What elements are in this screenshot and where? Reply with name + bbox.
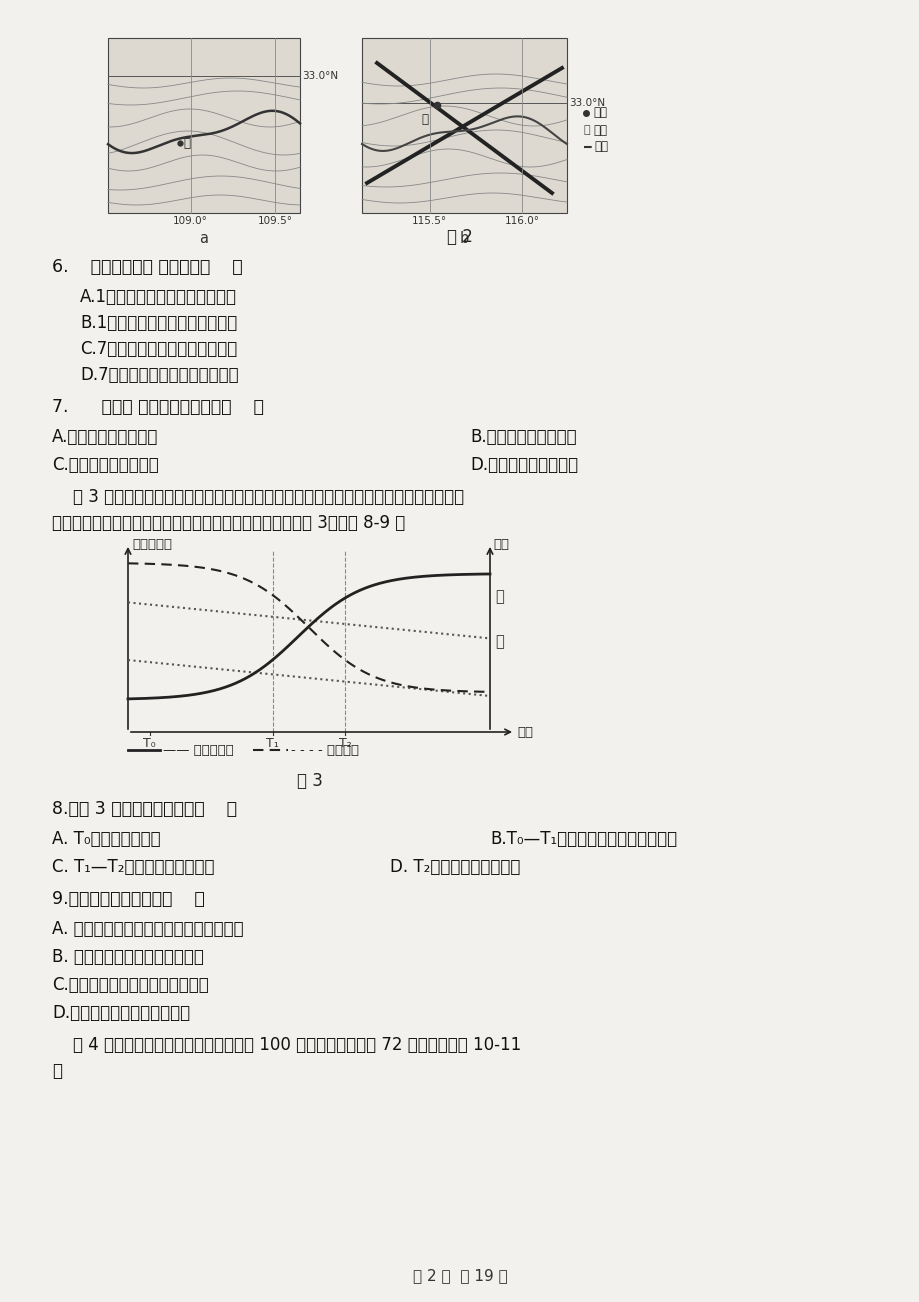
Text: ～: ～: [584, 125, 590, 135]
Text: A. T₀年工业基础雄厚: A. T₀年工业基础雄厚: [52, 829, 161, 848]
Text: 题: 题: [52, 1062, 62, 1079]
Text: 工资: 工资: [493, 538, 508, 551]
Text: 剩余劳动力: 剩余劳动力: [131, 538, 172, 551]
Text: D.汾河谷地，松嫩平原: D.汾河谷地，松嫩平原: [470, 456, 577, 474]
Text: 乙: 乙: [494, 590, 504, 604]
Text: 109.5°: 109.5°: [257, 216, 292, 227]
Text: C.汗水谷地，黄淦平原: C.汗水谷地，黄淦平原: [52, 456, 159, 474]
Text: 图 3: 图 3: [297, 772, 323, 790]
Text: —— 剩余劳动力: —— 剩余劳动力: [163, 743, 233, 756]
Text: T₁: T₁: [267, 737, 278, 750]
Text: a: a: [199, 230, 209, 246]
Text: 河流: 河流: [593, 124, 607, 137]
Text: B.江汉平原，山东丘陵: B.江汉平原，山东丘陵: [470, 428, 576, 447]
Text: C.7月平均气温甲城市高于乙城市: C.7月平均气温甲城市高于乙城市: [80, 340, 237, 358]
Text: D. T₂年以后工业生产衰退: D. T₂年以后工业生产衰退: [390, 858, 520, 876]
Text: 116.0°: 116.0°: [504, 216, 539, 227]
Text: 115.5°: 115.5°: [412, 216, 447, 227]
Text: 6.    根据图是信息 可以推断（    ）: 6. 根据图是信息 可以推断（ ）: [52, 258, 243, 276]
Text: 图 4 示意某小区域地形，图中等高距为 100 米，瀑布的落差为 72 米，据此完成 10-11: 图 4 示意某小区域地形，图中等高距为 100 米，瀑布的落差为 72 米，据此…: [52, 1036, 521, 1055]
Text: 乙: 乙: [421, 113, 427, 126]
Text: 图 2: 图 2: [447, 228, 472, 246]
Text: 在该区域维持最低经济效益所能支付人均工资的变化，读图 3，完成 8-9 题: 在该区域维持最低经济效益所能支付人均工资的变化，读图 3，完成 8-9 题: [52, 514, 404, 533]
Text: 图 3 表示某区域在一定时期内剩余劳动力数量，人均工资的变化，以及甲、乙两类企业: 图 3 表示某区域在一定时期内剩余劳动力数量，人均工资的变化，以及甲、乙两类企业: [52, 488, 463, 506]
Text: 第 2 页  共 19 页: 第 2 页 共 19 页: [413, 1268, 506, 1282]
Text: b: b: [460, 230, 469, 246]
Bar: [108, 38, 300, 214]
Text: 8.由图 3 可以推断，该区域（    ）: 8.由图 3 可以推断，该区域（ ）: [52, 799, 237, 818]
Text: C. T₁—T₂年经历产业结构调整: C. T₁—T₂年经历产业结构调整: [52, 858, 214, 876]
Text: 33.0°N: 33.0°N: [301, 72, 338, 81]
Text: A. 甲类企业在该区域维持发展的时间更长: A. 甲类企业在该区域维持发展的时间更长: [52, 921, 244, 937]
Text: 甲: 甲: [183, 137, 190, 150]
Text: 城市: 城市: [593, 107, 607, 120]
Text: A.关中平原，浙闽丘陵: A.关中平原，浙闽丘陵: [52, 428, 158, 447]
Text: 铁路: 铁路: [594, 141, 607, 154]
Bar: [361, 38, 566, 214]
Text: 9.甲、乙两类企业相比（    ）: 9.甲、乙两类企业相比（ ）: [52, 891, 205, 907]
Text: C.乙类企业进入该区域的时间更早: C.乙类企业进入该区域的时间更早: [52, 976, 209, 993]
Text: 7.      图中甲 乙两城市分别位于（    ）: 7. 图中甲 乙两城市分别位于（ ）: [52, 398, 264, 417]
Text: 甲: 甲: [494, 634, 504, 650]
Text: 年份: 年份: [516, 725, 532, 738]
Text: B.T₀—T₁年吸引的工业企业类型最多: B.T₀—T₁年吸引的工业企业类型最多: [490, 829, 676, 848]
Text: 33.0°N: 33.0°N: [568, 98, 605, 108]
Text: B.1月平均气温甲城市低于乙城市: B.1月平均气温甲城市低于乙城市: [80, 314, 237, 332]
Text: B. 甲类企业趋向廉价劳动力区位: B. 甲类企业趋向廉价劳动力区位: [52, 948, 204, 966]
Text: A.1月平均气温甲城市高于乙城市: A.1月平均气温甲城市高于乙城市: [80, 288, 237, 306]
Text: T₀: T₀: [143, 737, 156, 750]
Text: T₂: T₂: [338, 737, 351, 750]
Text: - - - - 人均工资: - - - - 人均工资: [290, 743, 358, 756]
Text: D.乙类企业产品的附加值较低: D.乙类企业产品的附加值较低: [52, 1004, 190, 1022]
Text: D.7月平均气温甲城市低于乙城市: D.7月平均气温甲城市低于乙城市: [80, 366, 238, 384]
Text: 109.0°: 109.0°: [173, 216, 208, 227]
